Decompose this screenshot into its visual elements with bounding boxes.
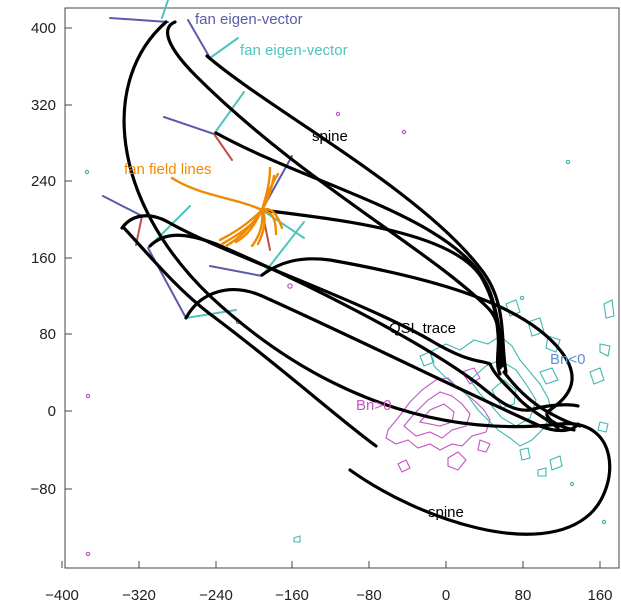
speck — [85, 551, 91, 557]
fan-field-lines — [170, 166, 284, 248]
speck — [569, 481, 575, 487]
contour — [537, 467, 547, 477]
label-spine-bottom: spine — [428, 504, 464, 521]
y-tick-label: −80 — [31, 481, 56, 498]
contour — [603, 299, 615, 319]
x-tick-label: −240 — [199, 587, 233, 604]
y-axis: −80 0 80 160 240 320 400 — [31, 20, 72, 498]
speck — [85, 393, 91, 399]
eigen-vector — [213, 133, 233, 161]
fan-line — [234, 208, 264, 244]
contour — [293, 535, 301, 543]
eigen-vector — [209, 37, 239, 59]
x-tick-label: −160 — [275, 587, 309, 604]
contour — [418, 403, 455, 427]
eigen-vector — [187, 19, 211, 59]
x-tick-label: 80 — [515, 587, 532, 604]
label-fan-field-lines: fan field lines — [124, 161, 212, 178]
field-line — [488, 362, 560, 430]
eigen-vector — [209, 265, 263, 277]
fan-line — [170, 176, 264, 212]
speck — [601, 519, 607, 525]
contour — [545, 335, 561, 353]
contour — [447, 451, 467, 471]
speck — [519, 295, 525, 301]
speck — [84, 169, 90, 175]
speck — [401, 129, 407, 135]
fan-line — [260, 208, 278, 236]
speck — [565, 159, 571, 165]
y-tick-label: 240 — [31, 173, 56, 190]
eigen-vector — [109, 17, 169, 23]
contour — [519, 447, 531, 461]
field-line — [214, 131, 504, 368]
contour — [403, 391, 471, 439]
spine-field-lines — [120, 20, 612, 536]
label-fan-eigen-vector-teal: fan eigen-vector — [240, 42, 348, 59]
fan-line — [250, 208, 264, 248]
contour — [397, 459, 411, 473]
fan-line — [256, 208, 266, 246]
x-tick-label: −80 — [356, 587, 381, 604]
label-bn-neg: Bn<0 — [550, 351, 585, 368]
contour — [549, 455, 563, 471]
contour — [589, 367, 605, 385]
x-axis: −400 −320 −240 −160 −80 0 80 160 — [45, 561, 613, 604]
field-line — [122, 226, 378, 448]
eigen-vector — [213, 91, 245, 135]
y-tick-label: 320 — [31, 97, 56, 114]
x-tick-label: 0 — [442, 587, 450, 604]
field-line — [148, 233, 532, 412]
y-tick-label: 80 — [39, 326, 56, 343]
x-tick-label: −320 — [122, 587, 156, 604]
contour-specks — [84, 111, 607, 557]
y-tick-label: 0 — [48, 403, 56, 420]
field-line — [120, 214, 492, 366]
contour — [429, 335, 553, 447]
field-line — [205, 54, 508, 374]
contour — [469, 359, 537, 427]
plot-frame — [64, 7, 620, 569]
contour — [597, 421, 609, 433]
contour — [477, 439, 491, 453]
field-line — [184, 288, 580, 433]
eigen-vector — [102, 195, 143, 217]
x-tick-label: −400 — [45, 587, 79, 604]
y-tick-label: 160 — [31, 250, 56, 267]
label-spine-top: spine — [312, 128, 348, 145]
y-tick-label: 400 — [31, 20, 56, 37]
label-bn-pos: Bn>0 — [356, 397, 391, 414]
field-line — [502, 370, 582, 428]
speck — [287, 283, 293, 289]
label-fan-eigen-vector-blue: fan eigen-vector — [195, 11, 303, 28]
eigen-vector — [163, 116, 215, 135]
contour — [599, 343, 611, 357]
contour — [385, 377, 491, 451]
x-tick-label: 160 — [587, 587, 612, 604]
eigen-vector — [161, 0, 169, 19]
contour — [461, 367, 481, 385]
speck — [335, 111, 341, 117]
eigen-vector — [261, 209, 305, 239]
fan-line — [260, 174, 276, 212]
field-line — [122, 20, 612, 536]
contour — [419, 351, 435, 367]
label-qsl-trace: QSL trace — [389, 320, 456, 337]
field-line — [260, 208, 502, 370]
contour — [539, 367, 559, 385]
field-line — [528, 403, 580, 412]
